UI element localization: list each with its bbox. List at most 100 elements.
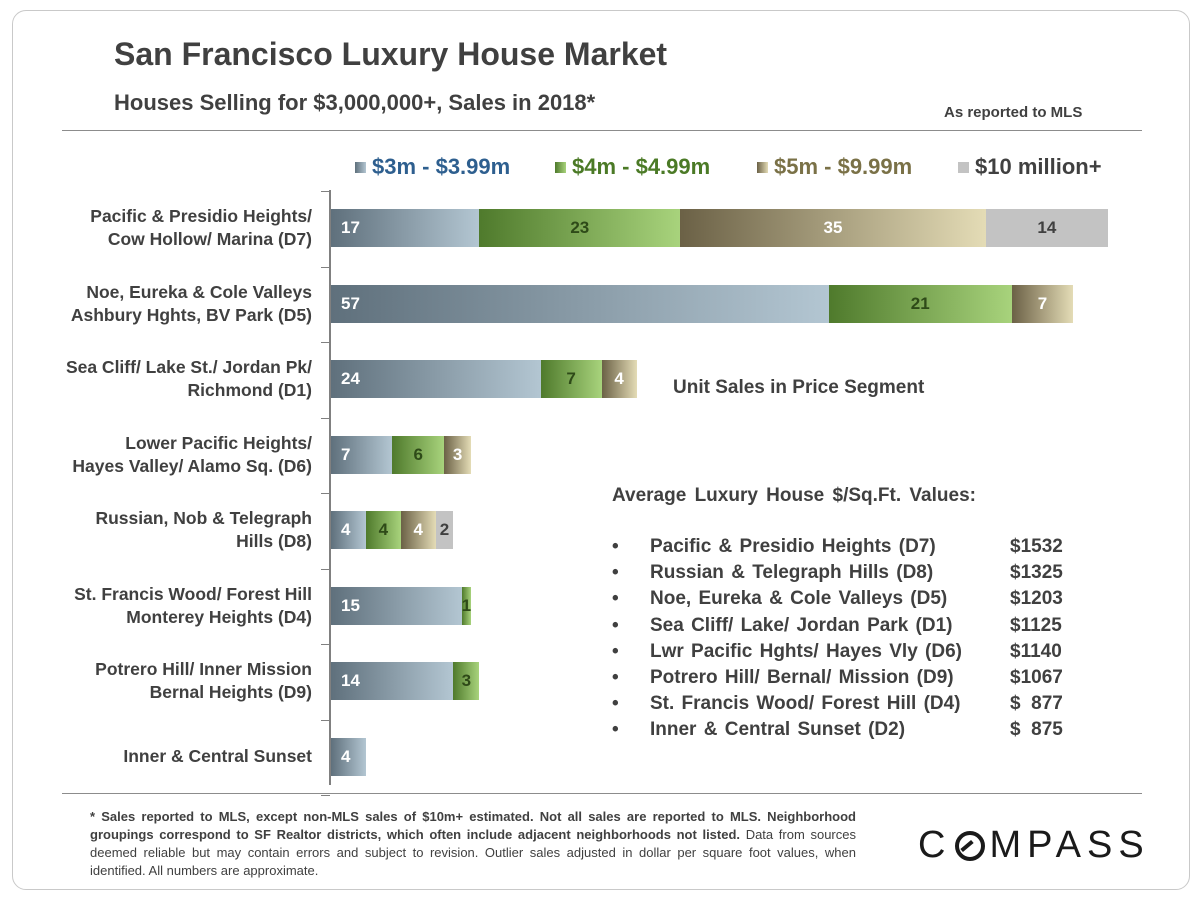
ppsf-value: $1140 <box>1010 640 1062 662</box>
category-label-7: Inner & Central Sunset <box>123 746 312 766</box>
bar-value-label: 1 <box>461 595 472 615</box>
chart-subtitle: Houses Selling for $3,000,000+, Sales in… <box>114 90 596 115</box>
category-label-4: Russian, Nob & Telegraph Hills (D8) <box>95 508 312 551</box>
bar-value-label: 4 <box>413 520 424 539</box>
legend-label-1: $4m - $4.99m <box>572 154 711 179</box>
axis-tick <box>321 795 330 796</box>
ppsf-bullet: • <box>612 536 619 557</box>
bar-segment <box>331 737 366 776</box>
ppsf-district-name: Inner & Central Sunset (D2) <box>650 719 906 741</box>
bar-segment <box>461 586 471 625</box>
ppsf-district-name: Lwr Pacific Hghts/ Hayes Vly (D6) <box>650 640 962 662</box>
axis-tick <box>321 266 330 268</box>
compass-logo: C MPASS <box>918 824 1150 866</box>
bar-value-label: 4 <box>341 520 351 539</box>
category-label-0: Pacific & Presidio Heights/ Cow Hollow/ … <box>90 206 312 249</box>
ppsf-district-name: Sea Cliff/ Lake/ Jordan Park (D1) <box>650 614 953 636</box>
bar-segment <box>540 360 602 398</box>
bar-segment <box>331 511 366 549</box>
bar-segment <box>331 360 541 398</box>
axis-tick <box>321 644 330 645</box>
bar-value-label: 7 <box>341 444 351 464</box>
category-label-5: St. Francis Wood/ Forest Hill Monterey H… <box>74 583 312 627</box>
bar-value-label: 15 <box>341 595 360 615</box>
ppsf-district-name: Noe, Eureka & Cole Valleys (D5) <box>650 588 948 610</box>
legend-swatch-2 <box>757 161 768 173</box>
bar-segment <box>453 662 480 700</box>
ppsf-bullet: • <box>612 614 619 636</box>
bar-segment <box>985 209 1108 247</box>
category-label-2: Sea Cliff/ Lake St./ Jordan Pk/ Richmond… <box>65 357 312 400</box>
footnote-bold: * Sales reported to MLS, except non-MLS … <box>90 809 856 842</box>
ppsf-value: $1203 <box>1010 588 1063 610</box>
bar-segment <box>392 435 445 474</box>
legend-item-0: $3m - $3.99m <box>355 154 510 180</box>
bar-segment <box>331 435 393 474</box>
ppsf-bullet: • <box>612 562 619 584</box>
legend-item-2: $5m - $9.99m <box>757 154 912 180</box>
legend-swatch-3 <box>958 161 969 173</box>
ppsf-value: $ 875 <box>1010 719 1063 741</box>
ppsf-value: $1067 <box>1010 667 1063 688</box>
chart-annotation: Unit Sales in Price Segment <box>673 377 925 398</box>
legend-label-2: $5m - $9.99m <box>774 154 913 179</box>
bar-value-label: 14 <box>341 671 360 690</box>
chart-title: San Francisco Luxury House Market <box>114 36 668 72</box>
category-label-6: Potrero Hill/ Inner Mission Bernal Heigh… <box>95 659 312 702</box>
category-axis <box>329 190 331 785</box>
bar-value-label: 4 <box>614 369 624 388</box>
bar-segment <box>400 511 436 549</box>
bar-value-label: 7 <box>1037 293 1048 313</box>
bar-segment <box>1011 284 1074 323</box>
bar-value-label: 4 <box>378 520 389 539</box>
ppsf-value: $1325 <box>1010 562 1063 584</box>
bar-value-label: 6 <box>413 444 424 464</box>
ppsf-value: $1125 <box>1010 614 1062 636</box>
legend-swatch-0 <box>355 161 366 173</box>
category-label-1: Noe, Eureka & Cole Valleys Ashbury Hghts… <box>70 281 312 325</box>
ppsf-value: $ 877 <box>1010 693 1063 715</box>
footnote-regular: Data from sources deemed reliable but ma… <box>90 827 856 878</box>
legend-swatch-1 <box>555 161 566 173</box>
ppsf-district-name: Pacific & Presidio Heights (D7) <box>650 536 936 557</box>
legend-item-1: $4m - $4.99m <box>555 154 710 180</box>
slide-frame <box>12 10 1190 890</box>
bar-value-label: 3 <box>452 444 463 464</box>
ppsf-value: $1532 <box>1010 536 1063 557</box>
axis-tick <box>321 719 330 721</box>
bar-segment <box>331 284 829 323</box>
footer-divider <box>62 793 1142 794</box>
axis-tick <box>321 568 330 570</box>
bar-segment <box>435 511 454 549</box>
bar-segment <box>828 284 1012 323</box>
axis-tick <box>321 191 330 192</box>
category-label-3: Lower Pacific Heights/ Hayes Valley/ Ala… <box>72 432 312 476</box>
bar-value-label: 57 <box>341 293 360 313</box>
axis-tick <box>321 417 330 419</box>
bar-value-label: 21 <box>910 293 930 313</box>
bar-segment <box>331 586 462 625</box>
ppsf-bullet: • <box>612 693 619 715</box>
bar-value-label: 35 <box>823 218 843 237</box>
bar-value-label: 23 <box>570 218 590 237</box>
bar-value-label: 17 <box>341 218 360 237</box>
bar-segment <box>680 209 986 247</box>
legend-label-0: $3m - $3.99m <box>372 154 511 179</box>
ppsf-district-name: Potrero Hill/ Bernal/ Mission (D9) <box>650 667 954 688</box>
ppsf-bullet: • <box>612 640 619 662</box>
legend-label-3: $10 million+ <box>975 154 1102 179</box>
source-note: As reported to MLS <box>944 104 1083 121</box>
ppsf-district-name: St. Francis Wood/ Forest Hill (D4) <box>650 693 961 715</box>
bar-segment <box>601 360 637 398</box>
bar-value-label: 3 <box>461 671 472 690</box>
bar-value-label: 2 <box>439 520 450 539</box>
ppsf-bullet: • <box>612 719 619 741</box>
bar-value-label: 24 <box>341 369 360 388</box>
ppsf-bullet: • <box>612 667 619 688</box>
bar-segment <box>331 662 454 700</box>
axis-tick <box>321 342 330 343</box>
bar-segment <box>444 435 471 474</box>
ppsf-heading: Average Luxury House $/Sq.Ft. Values: <box>612 485 976 506</box>
bar-segment <box>365 511 401 549</box>
axis-tick <box>321 493 330 494</box>
